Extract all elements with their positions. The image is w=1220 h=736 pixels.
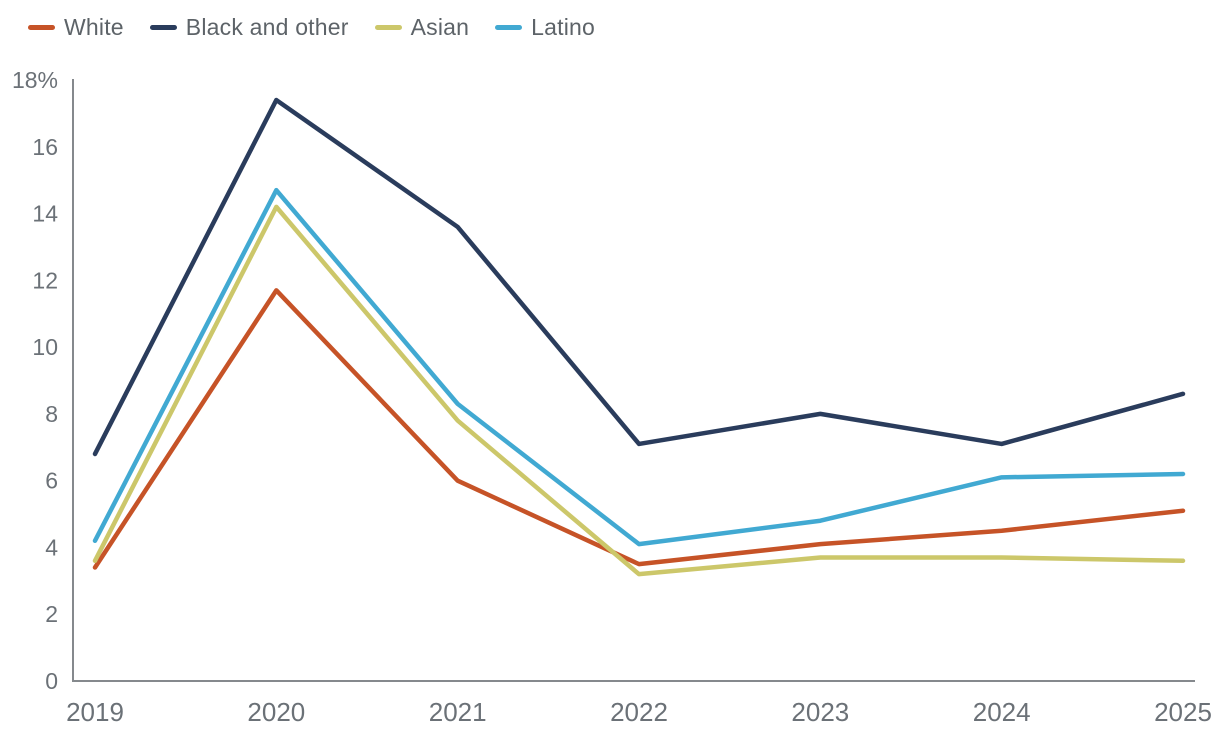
y-tick-label: 14: [32, 201, 58, 227]
y-tick-label: 8: [45, 401, 58, 427]
x-tick-label: 2024: [973, 697, 1031, 727]
x-tick-label: 2021: [429, 697, 487, 727]
x-tick-label: 2025: [1154, 697, 1212, 727]
y-tick-label: 2: [45, 601, 58, 627]
legend-item-white: White: [28, 13, 124, 41]
legend-swatch-asian: [374, 24, 402, 30]
y-tick-label: 12: [32, 267, 58, 293]
legend: White Black and other Asian Latino: [28, 13, 595, 41]
series-line-latino: [92, 187, 1186, 547]
y-tick-label: 0: [45, 668, 58, 694]
legend-item-black-and-other: Black and other: [149, 13, 349, 41]
legend-swatch-latino: [495, 24, 523, 30]
y-tick-label: 16: [32, 134, 58, 160]
legend-swatch-black-and-other: [149, 24, 177, 30]
x-tick-label: 2020: [247, 697, 305, 727]
legend-swatch-white: [28, 24, 55, 30]
y-tick-label: 10: [32, 334, 58, 360]
x-tick-label: 2022: [610, 697, 668, 727]
x-tick-label: 2023: [791, 697, 849, 727]
legend-item-asian: Asian: [374, 13, 470, 41]
series-line-black-and-other: [92, 97, 1186, 457]
legend-label-asian: Asian: [410, 14, 470, 40]
y-tick-label: 4: [45, 534, 58, 560]
y-tick-label: 18%: [12, 67, 58, 93]
legend-label-white: White: [64, 14, 124, 40]
legend-label-latino: Latino: [531, 14, 596, 40]
x-tick-label: 2019: [66, 697, 124, 727]
series-line-white: [92, 288, 1186, 570]
legend-label-black-and-other: Black and other: [185, 14, 349, 40]
legend-item-latino: Latino: [495, 13, 595, 41]
series-line-asian: [92, 204, 1186, 577]
y-tick-label: 6: [45, 468, 58, 494]
